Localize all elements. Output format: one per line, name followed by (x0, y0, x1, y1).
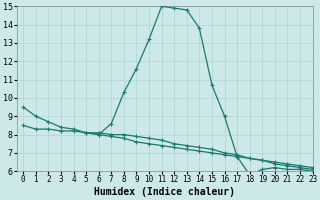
X-axis label: Humidex (Indice chaleur): Humidex (Indice chaleur) (94, 187, 235, 197)
